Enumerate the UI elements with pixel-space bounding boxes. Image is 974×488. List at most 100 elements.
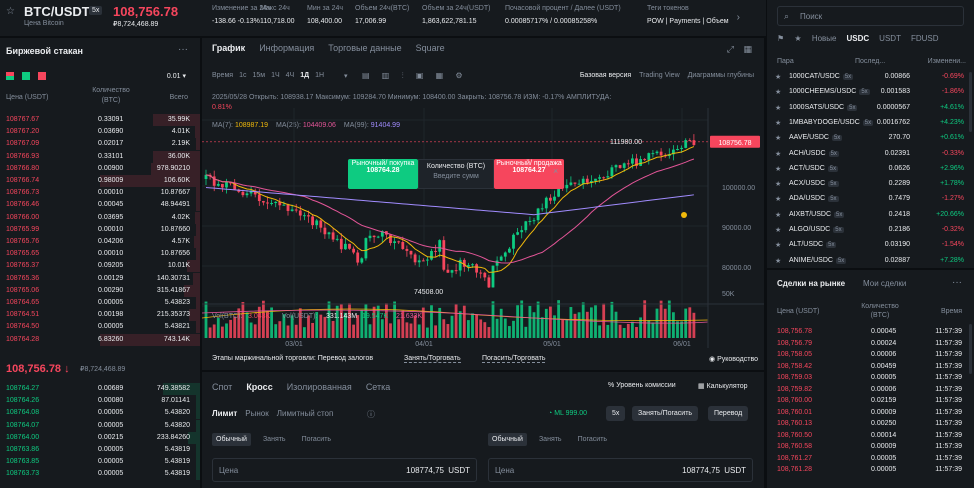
- star-icon[interactable]: ★: [775, 241, 781, 249]
- mode-tab-3[interactable]: Сетка: [366, 382, 390, 392]
- view-2[interactable]: Диаграммы глубины: [688, 72, 754, 79]
- quick-order-qty[interactable]: Количество (BTC) Введите сумм: [418, 159, 494, 189]
- tab-3[interactable]: Square: [416, 43, 445, 53]
- star-icon[interactable]: ★: [775, 119, 781, 127]
- orderbook-row[interactable]: 108764.27 0.00689 749.38582: [0, 383, 200, 395]
- view-bids-icon[interactable]: [22, 72, 30, 80]
- settings-gear-icon[interactable]: ⚙: [455, 71, 462, 80]
- star-icon[interactable]: ★: [775, 88, 781, 96]
- transfer-button[interactable]: Перевод: [708, 406, 748, 421]
- compare-icon[interactable]: ▥: [382, 71, 390, 80]
- market-filter-icon[interactable]: ⚑: [777, 34, 784, 43]
- orderbook-row[interactable]: 108764.26 0.00080 87.01141: [0, 395, 200, 407]
- orderbook-row[interactable]: 108766.46 0.00045 48.94491: [0, 199, 200, 211]
- order-type-0[interactable]: Лимит: [212, 409, 237, 418]
- market-row[interactable]: ★ ANIME/USDC 5x 0.02887 +7.28%: [767, 254, 974, 269]
- more-icon[interactable]: ···: [952, 277, 962, 288]
- market-row[interactable]: ★ ADA/USDC 5x 0.7479 -1.27%: [767, 192, 974, 207]
- orderbook-row[interactable]: 108765.36 0.00129 140.30731: [0, 273, 200, 285]
- orderbook-row[interactable]: 108764.08 0.00005 5.43820: [0, 407, 200, 419]
- market-row[interactable]: ★ ALT/USDC 5x 0.03190 -1.54%: [767, 238, 974, 253]
- calculator-link[interactable]: ▦ Калькулятор: [698, 382, 748, 390]
- orderbook-row[interactable]: 108767.67 0.33091 35.99K: [0, 114, 200, 126]
- orderbook-row[interactable]: 108763.86 0.00005 5.43819: [0, 444, 200, 456]
- orderbook-row[interactable]: 108765.99 0.00010 10.87660: [0, 224, 200, 236]
- margin-step-1[interactable]: Этапы маржинальной торговли: Перевод зал…: [212, 355, 373, 362]
- interval-4[interactable]: 4Ч: [286, 72, 295, 79]
- tab-0[interactable]: График: [212, 43, 245, 53]
- sub-mode-2[interactable]: Погасить: [574, 433, 611, 446]
- orderbook-row[interactable]: 108766.80 0.00900 978.90210: [0, 163, 200, 175]
- layout-icon[interactable]: ▣: [416, 71, 424, 80]
- view-asks-icon[interactable]: [38, 72, 46, 80]
- draw-icon[interactable]: ▦: [436, 71, 444, 80]
- search-input[interactable]: Поиск: [800, 12, 822, 21]
- col-last[interactable]: Послед...: [855, 58, 885, 65]
- star-icon[interactable]: ★: [775, 257, 781, 265]
- symbol-title[interactable]: BTC/USDT: [24, 4, 90, 19]
- view-both-icon[interactable]: [6, 72, 14, 80]
- quick-order-buy[interactable]: Рыночный/ покупка 108764.28: [348, 159, 418, 189]
- market-tab-2[interactable]: USDT: [879, 34, 901, 43]
- more-icon[interactable]: ···: [178, 44, 188, 55]
- orderbook-row[interactable]: 108766.73 0.00010 10.87667: [0, 187, 200, 199]
- order-type-1[interactable]: Рынок: [245, 409, 268, 418]
- grid-icon[interactable]: ▦: [743, 44, 752, 55]
- market-row[interactable]: ★ ALGO/USDC 5x 0.2186 -0.32%: [767, 223, 974, 238]
- market-row[interactable]: ★ AIXBT/USDC 5x 0.2418 +20.66%: [767, 208, 974, 223]
- market-row[interactable]: ★ ACT/USDC 5x 0.0626 +2.96%: [767, 162, 974, 177]
- guide-link[interactable]: ◉ Руководство: [709, 355, 758, 363]
- chevron-right-icon[interactable]: ›: [737, 12, 740, 23]
- market-tab-1[interactable]: USDC: [847, 34, 870, 43]
- margin-step-2[interactable]: Занять/Торговать: [404, 355, 461, 363]
- interval-0[interactable]: Время: [212, 72, 233, 79]
- market-row[interactable]: ★ 1000CHEEMS/USDC 5x 0.001583 -1.86%: [767, 85, 974, 100]
- star-icon[interactable]: ★: [775, 180, 781, 188]
- step-select[interactable]: 0.01 ▾: [167, 72, 186, 80]
- favorites-star-icon[interactable]: ★: [794, 34, 801, 43]
- market-row[interactable]: ★ 1000CAT/USDC 5x 0.00866 -0.69%: [767, 70, 974, 85]
- orderbook-row[interactable]: 108763.85 0.00005 5.43819: [0, 456, 200, 468]
- tab-2[interactable]: Торговые данные: [328, 43, 401, 53]
- orderbook-row[interactable]: 108767.09 0.02017 2.19K: [0, 138, 200, 150]
- orderbook-row[interactable]: 108764.51 0.00198 215.35373: [0, 309, 200, 321]
- sell-price-input[interactable]: Цена 108774,75 USDT: [488, 458, 753, 482]
- orderbook-row[interactable]: 108765.37 0.09205 10.01K: [0, 260, 200, 272]
- market-row[interactable]: ★ AAVE/USDC 5x 270.70 +0.61%: [767, 131, 974, 146]
- mode-tab-1[interactable]: Кросс: [246, 382, 272, 392]
- indicators-icon[interactable]: ⫶: [402, 71, 404, 80]
- trades-scrollbar[interactable]: [969, 324, 972, 374]
- expand-icon[interactable]: ⤢: [727, 44, 734, 55]
- symbol-name[interactable]: Цена Bitcoin: [24, 20, 64, 27]
- col-pair[interactable]: Пара: [777, 58, 794, 65]
- tab-1[interactable]: Информация: [259, 43, 314, 53]
- tab-market-trades[interactable]: Сделки на рынке: [777, 279, 845, 288]
- market-tab-3[interactable]: FDUSD: [911, 34, 939, 43]
- margin-step-3[interactable]: Погасить/Торговать: [482, 355, 545, 363]
- sub-mode-0[interactable]: Обычный: [212, 433, 251, 446]
- orderbook-row[interactable]: 108766.74 0.98009 106.60K: [0, 175, 200, 187]
- star-icon[interactable]: ★: [775, 150, 781, 158]
- market-row[interactable]: ★ ACH/USDC 5x 0.02391 -0.33%: [767, 147, 974, 162]
- interval-6[interactable]: 1Н: [315, 72, 324, 79]
- orderbook-row[interactable]: 108766.00 0.03695 4.02K: [0, 212, 200, 224]
- star-icon[interactable]: ★: [775, 104, 781, 112]
- orderbook-row[interactable]: 108764.07 0.00005 5.43820: [0, 420, 200, 432]
- interval-1[interactable]: 1с: [239, 72, 246, 79]
- star-icon[interactable]: ★: [775, 73, 781, 81]
- candle-type-icon[interactable]: ▤: [362, 71, 370, 80]
- col-change[interactable]: Изменени...: [928, 58, 966, 65]
- order-type-2[interactable]: Лимитный стоп: [277, 409, 334, 418]
- orderbook-row[interactable]: 108765.76 0.04206 4.57K: [0, 236, 200, 248]
- orderbook-row[interactable]: 108764.50 0.00005 5.43821: [0, 321, 200, 333]
- market-row[interactable]: ★ 1MBABYDOGE/USDC 5x 0.0016762 +4.23%: [767, 116, 974, 131]
- leverage-button[interactable]: 5x: [606, 406, 625, 421]
- view-1[interactable]: Trading View: [639, 72, 679, 79]
- sub-mode-0[interactable]: Обычный: [488, 433, 527, 446]
- close-popup-icon[interactable]: ×: [553, 166, 558, 176]
- star-icon[interactable]: ★: [775, 195, 781, 203]
- orderbook-row[interactable]: 108763.73 0.00005 5.43819: [0, 468, 200, 480]
- mode-tab-2[interactable]: Изолированная: [287, 382, 352, 392]
- tab-my-trades[interactable]: Мои сделки: [863, 279, 906, 288]
- orderbook-row[interactable]: 108764.00 0.00215 233.84260: [0, 432, 200, 444]
